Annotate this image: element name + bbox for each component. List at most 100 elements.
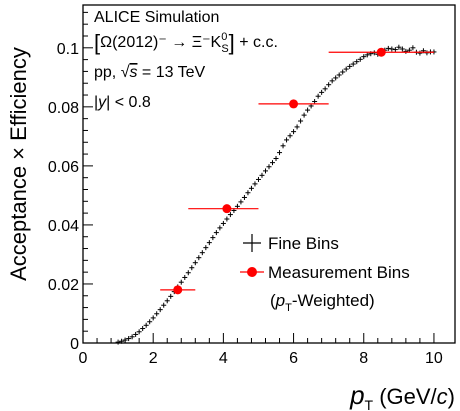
fine-bin-point [266,164,272,170]
fine-bin-point [291,129,297,135]
fine-bin-point [403,48,409,54]
fine-bin-point [312,99,318,105]
fine-bin-point [347,63,353,69]
fine-bin-point [217,225,223,231]
fine-bin-point [389,46,395,52]
x-tick-label: 10 [425,350,443,367]
fine-bin-point [147,319,153,325]
annotation-rapidity: |y| < 0.8 [94,94,151,111]
plot-frame [82,4,456,344]
y-tick-label: 0.02 [48,277,79,294]
fine-bin-point [357,56,363,62]
fine-bin-point [220,220,226,226]
measurement-bin-point [258,99,329,109]
y-tick-label: 0.08 [48,100,79,117]
measurement-bin-point [328,47,434,57]
fine-bin-point [133,331,139,337]
fine-bin-point [189,265,195,271]
annotation-block: ALICE Simulation [Ω(2012)⁻ → Ξ⁻K0 S] + c.… [94,9,278,111]
x-tick-label: 6 [289,350,298,367]
fine-bin-point [238,199,244,205]
measurement-bin-point [188,204,259,214]
legend-measurement-label: Measurement Bins [268,263,410,282]
measurement-bin-marker [173,285,183,295]
y-tick-label: 0.04 [48,218,79,235]
fine-bin-point [210,235,216,241]
fine-bin-point [280,143,286,149]
measurement-bins-series [160,47,434,295]
legend-measurement-sublabel: (pT-Weighted) [270,291,375,314]
y-tick-label: 0 [70,336,79,353]
fine-bin-point [136,329,142,335]
fine-bin-point [255,176,261,182]
fine-bin-point [241,194,247,200]
fine-bin-point [248,185,254,191]
fine-bin-point [270,160,276,166]
y-tick-label: 0.1 [57,41,79,58]
fine-bin-point [182,274,188,280]
fine-bin-point [385,45,391,51]
fine-bin-point [178,279,184,285]
annotation-experiment: ALICE Simulation [94,9,219,26]
fine-bin-point [364,52,370,58]
fine-bin-point [157,307,163,313]
fine-bin-point [161,302,167,308]
fine-bin-point [126,336,132,342]
fine-bin-point [199,250,205,256]
fine-bin-point [392,47,398,53]
x-axis-label: pT (GeV/c) [349,380,455,411]
legend-fine-marker [243,234,261,252]
fine-bin-point [298,118,304,124]
fine-bin-point [168,293,174,299]
fine-bin-point [322,86,328,92]
fine-bin-point [319,89,325,95]
x-tick-label: 2 [149,350,158,367]
fine-bin-point [213,230,219,236]
y-axis-label: Acceptance × Efficiency [6,47,31,281]
fine-bin-point [252,181,258,187]
measurement-bin-marker [289,99,299,109]
fine-bin-point [203,245,209,251]
legend-fine-label: Fine Bins [268,234,339,253]
fine-bin-point [206,240,212,246]
fine-bin-point [336,72,342,78]
fine-bin-point [115,339,121,345]
x-tick-label: 0 [79,350,88,367]
fine-bin-point [329,78,335,84]
fine-bin-point [129,334,135,340]
fine-bin-point [143,322,149,328]
fine-bin-point [262,168,268,174]
fine-bin-point [150,315,156,321]
fine-bin-point [196,255,202,261]
annotation-channel: [Ω(2012)⁻ → Ξ⁻K0 S] + c.c. [94,30,278,55]
fine-bin-point [294,124,300,130]
fine-bin-point [164,298,170,304]
fine-bin-point [273,156,279,162]
fine-bin-point [234,203,240,209]
fine-bin-point [287,133,293,139]
fine-bin-point [245,190,251,196]
fine-bin-point [326,82,332,88]
fine-bin-point [343,66,349,72]
x-tick-label: 8 [359,350,368,367]
x-tick-label: 4 [219,350,228,367]
fine-bin-point [354,59,360,65]
fine-bin-point [333,75,339,81]
annotation-system: pp, √s = 13 TeV [94,64,206,81]
fine-bin-point [284,137,290,143]
fine-bin-point [277,150,283,156]
fine-bin-point [259,172,265,178]
fine-bin-point [340,69,346,75]
fine-bin-point [301,112,307,118]
fine-bin-point [396,44,402,50]
measurement-bin-point [160,285,196,295]
fine-bin-point [305,107,311,113]
axes-ticks: 0 2 4 6 8 10 0 0.02 0.04 0.06 0.08 0.1 [48,11,443,367]
fine-bin-point [192,260,198,266]
fine-bin-point [410,45,416,51]
fine-bin-point [140,326,146,332]
fine-bin-point [417,50,423,56]
fine-bin-point [315,93,321,99]
legend: Fine Bins Measurement Bins (pT-Weighted) [240,234,410,314]
